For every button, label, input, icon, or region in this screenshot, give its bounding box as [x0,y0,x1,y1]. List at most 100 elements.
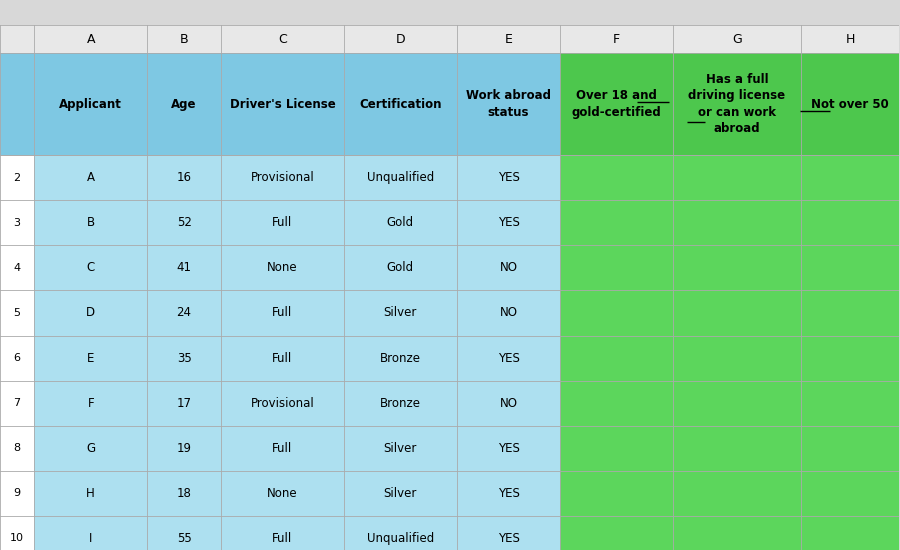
Bar [560,336,673,381]
Bar [34,471,148,516]
Bar [220,200,344,245]
Bar [344,53,457,155]
Text: 9: 9 [14,488,21,498]
Bar [148,155,220,200]
Bar [34,290,148,336]
Bar [0,516,34,550]
Bar [801,200,899,245]
Bar [34,381,148,426]
Bar [560,426,673,471]
Text: Full: Full [273,532,292,545]
Text: Silver: Silver [383,306,417,320]
Bar [34,25,148,53]
Text: 17: 17 [176,397,192,410]
Text: Bronze: Bronze [380,351,421,365]
Bar [560,245,673,290]
Text: 5: 5 [14,308,21,318]
Text: NO: NO [500,397,518,410]
Text: YES: YES [498,487,519,500]
Text: H: H [86,487,95,500]
Bar [560,516,673,550]
Bar [801,245,899,290]
Text: I: I [89,532,93,545]
Text: Full: Full [273,306,292,320]
Bar [457,245,560,290]
Text: Certification: Certification [359,98,442,111]
Text: 35: 35 [176,351,192,365]
Bar [457,516,560,550]
Text: 2: 2 [14,173,21,183]
Bar [34,336,148,381]
Bar [801,25,899,53]
Bar [148,53,220,155]
Bar [344,471,457,516]
Text: 19: 19 [176,442,192,455]
Text: Driver's License: Driver's License [230,98,336,111]
Bar [0,426,34,471]
Text: E: E [87,351,94,365]
Bar [344,426,457,471]
Bar [220,471,344,516]
Text: 10: 10 [10,534,24,543]
Text: Silver: Silver [383,442,417,455]
Bar [801,516,899,550]
Bar [34,516,148,550]
Text: 7: 7 [14,398,21,408]
Bar [0,336,34,381]
Bar [148,471,220,516]
Text: Not over 50: Not over 50 [811,98,889,111]
Bar [0,53,34,155]
Bar [148,25,220,53]
Bar [220,25,344,53]
Bar [148,290,220,336]
Text: D: D [395,32,405,46]
Bar [344,381,457,426]
Text: 41: 41 [176,261,192,274]
Bar [0,200,34,245]
Bar [673,290,801,336]
Bar [34,155,148,200]
Text: 16: 16 [176,171,192,184]
Bar [801,471,899,516]
Bar [801,381,899,426]
Text: 3: 3 [14,218,21,228]
Text: None: None [267,261,298,274]
Text: Full: Full [273,351,292,365]
Text: Unqualified: Unqualified [366,532,434,545]
Bar [34,245,148,290]
Bar [560,155,673,200]
Text: G: G [733,32,742,46]
Bar [148,245,220,290]
Bar [801,53,899,155]
Text: A: A [86,171,94,184]
Text: D: D [86,306,95,320]
Text: YES: YES [498,171,519,184]
Text: NO: NO [500,261,518,274]
Bar [220,290,344,336]
Bar [457,155,560,200]
Bar [457,200,560,245]
Bar [148,516,220,550]
Bar [344,155,457,200]
Bar [220,53,344,155]
Bar [0,290,34,336]
Text: Provisional: Provisional [250,171,314,184]
Text: Age: Age [171,98,197,111]
Bar [673,336,801,381]
Bar [34,426,148,471]
Bar [457,25,560,53]
Bar [673,381,801,426]
Bar [673,471,801,516]
Text: F: F [87,397,94,410]
Bar [34,53,148,155]
Text: 4: 4 [14,263,21,273]
Bar [560,290,673,336]
Bar [344,25,457,53]
Text: YES: YES [498,351,519,365]
Bar [344,245,457,290]
Text: Applicant: Applicant [59,98,122,111]
Text: Has a full
driving license
or can work
abroad: Has a full driving license or can work a… [688,73,786,135]
Text: YES: YES [498,532,519,545]
Bar [457,290,560,336]
Bar [801,155,899,200]
